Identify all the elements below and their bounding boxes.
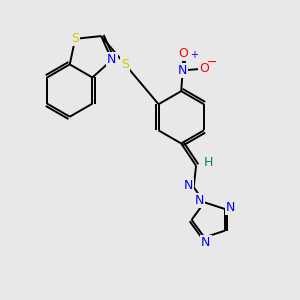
Text: S: S [121,58,129,71]
Text: −: − [207,56,218,69]
Text: S: S [71,32,79,45]
Text: O: O [200,62,209,75]
Text: N: N [194,194,204,207]
Text: O: O [178,47,188,61]
Text: N: N [184,179,193,192]
Text: N: N [107,53,116,67]
Text: +: + [190,50,198,60]
Text: N: N [178,64,188,77]
Text: H: H [204,156,213,169]
Text: N: N [201,236,211,249]
Text: N: N [226,201,235,214]
